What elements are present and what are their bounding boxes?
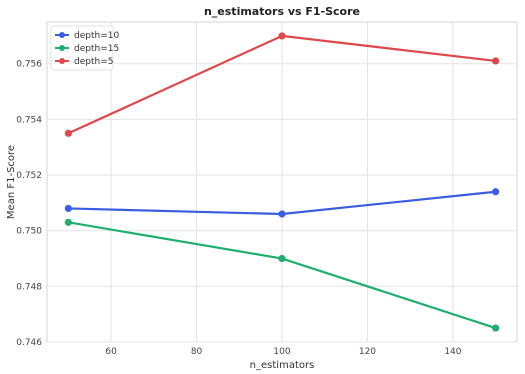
legend-label: depth=15 — [74, 44, 119, 54]
legend-label: depth=10 — [74, 31, 119, 41]
series-depth-5 — [64, 32, 500, 137]
x-tick-label: 80 — [191, 347, 203, 357]
data-point — [64, 204, 72, 213]
y-tick-label: 0.754 — [16, 115, 42, 125]
data-point — [64, 218, 72, 226]
y-tick-label: 0.746 — [16, 338, 42, 348]
data-point — [492, 57, 500, 65]
y-axis-label: Mean F1-Score — [6, 145, 17, 219]
legend-box — [50, 25, 114, 71]
ticks: 60 80 100 120 140 0.746 0.748 0.750 0.752 0.754 0.… — [16, 60, 462, 357]
data-point — [492, 324, 500, 332]
y-tick-label: 0.756 — [16, 60, 42, 70]
series-depth-15 — [64, 218, 500, 332]
data-point — [278, 210, 286, 218]
legend-swatch-marker — [59, 45, 65, 51]
legend-swatch-marker — [59, 32, 65, 38]
x-axis-label: n_estimators — [250, 360, 315, 371]
legend: depth=10 depth=15 depth=5 — [50, 25, 119, 71]
chart-title: n_estimators vs F1-Score — [204, 5, 360, 18]
x-tick-label: 120 — [359, 347, 376, 357]
data-point — [278, 254, 286, 263]
legend-swatch-marker — [59, 58, 65, 64]
x-tick-label: 140 — [444, 347, 461, 357]
legend-label: depth=5 — [74, 57, 113, 67]
data-point — [64, 129, 72, 137]
x-tick-label: 60 — [105, 347, 117, 357]
series-depth-10 — [64, 188, 500, 218]
y-tick-label: 0.750 — [16, 227, 42, 237]
x-tick-label: 100 — [273, 347, 290, 357]
series-layer — [64, 32, 500, 332]
data-point — [492, 188, 500, 196]
data-point — [278, 32, 286, 40]
y-tick-label: 0.748 — [16, 282, 42, 292]
y-tick-label: 0.752 — [16, 171, 42, 181]
